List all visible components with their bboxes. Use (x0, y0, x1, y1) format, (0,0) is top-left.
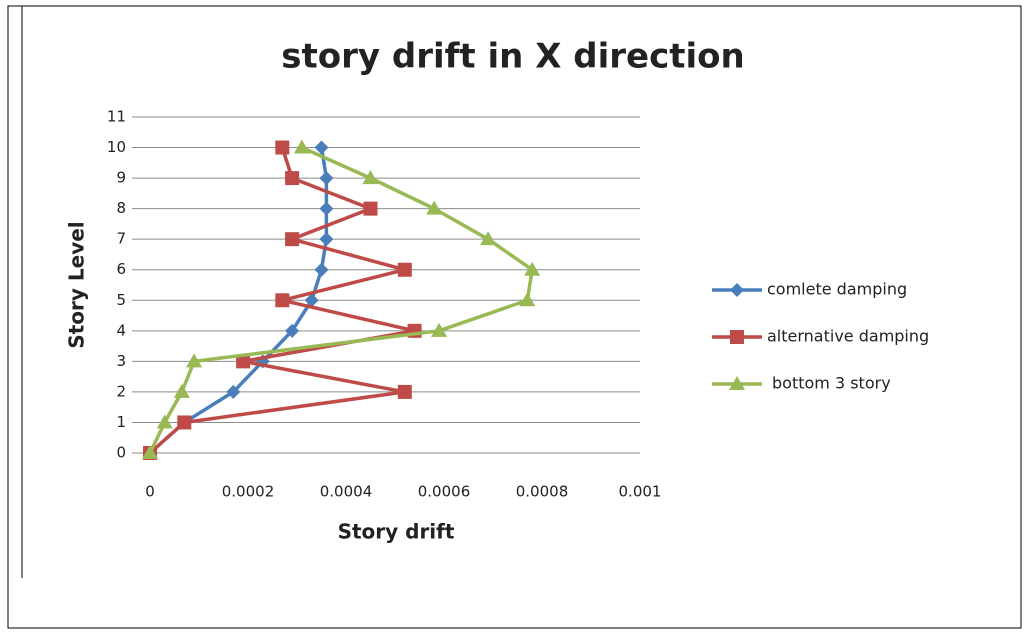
y-tick-label: 7 (116, 230, 126, 248)
data-point (226, 384, 241, 399)
y-tick-label: 10 (107, 138, 126, 156)
x-tick-label: 0.001 (619, 483, 662, 501)
x-tick-label: 0.0006 (418, 483, 471, 501)
y-tick-label: 1 (116, 413, 126, 431)
y-tick-label: 11 (107, 108, 126, 126)
x-tick-label: 0.0008 (516, 483, 569, 501)
data-point (524, 261, 541, 276)
data-point (319, 201, 334, 216)
y-axis-label: Story Level (65, 221, 89, 348)
data-point (186, 353, 203, 368)
data-point (480, 231, 497, 246)
data-point (275, 140, 290, 155)
data-point (426, 200, 443, 215)
legend-marker (730, 283, 744, 297)
data-point (285, 171, 300, 186)
data-point (431, 322, 448, 337)
chart-title: story drift in X direction (281, 37, 744, 77)
legend-marker (729, 376, 745, 390)
data-point (519, 292, 536, 307)
data-point (304, 293, 319, 308)
data-point (142, 445, 158, 459)
y-tick-label: 3 (116, 352, 126, 370)
y-tick-label: 6 (116, 260, 126, 278)
y-tick-label: 2 (116, 382, 126, 400)
data-point (177, 415, 192, 430)
y-tick-label: 5 (116, 291, 126, 309)
data-point (314, 262, 329, 277)
y-tick-label: 0 (116, 444, 126, 462)
data-point (285, 323, 300, 338)
data-point (314, 140, 329, 155)
y-tick-label: 4 (116, 321, 126, 339)
data-point (363, 201, 378, 216)
data-point (236, 354, 251, 369)
data-point (319, 232, 334, 247)
data-point (293, 139, 310, 154)
x-tick-label: 0.0002 (222, 483, 275, 501)
x-tick-label: 0 (145, 483, 155, 501)
x-tick-label: 0.0004 (320, 483, 373, 501)
y-tick-label: 8 (116, 199, 126, 217)
y-tick-label: 9 (116, 169, 126, 187)
data-point (397, 384, 412, 399)
data-point (319, 171, 334, 186)
data-point (173, 383, 190, 398)
legend-label: alternative damping (767, 327, 929, 346)
data-point (362, 170, 379, 185)
data-point (397, 262, 412, 277)
data-point (275, 293, 290, 308)
legend-label: comlete damping (767, 280, 907, 299)
legend-marker (730, 330, 744, 344)
legend-label: bottom 3 story (772, 374, 891, 393)
data-point (156, 414, 173, 429)
x-axis-label: Story drift (338, 520, 455, 544)
frame (7, 5, 1022, 629)
data-point (285, 232, 300, 247)
